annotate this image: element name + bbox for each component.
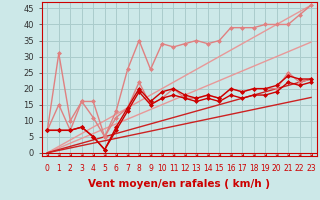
X-axis label: Vent moyen/en rafales ( km/h ): Vent moyen/en rafales ( km/h ) (88, 179, 270, 189)
